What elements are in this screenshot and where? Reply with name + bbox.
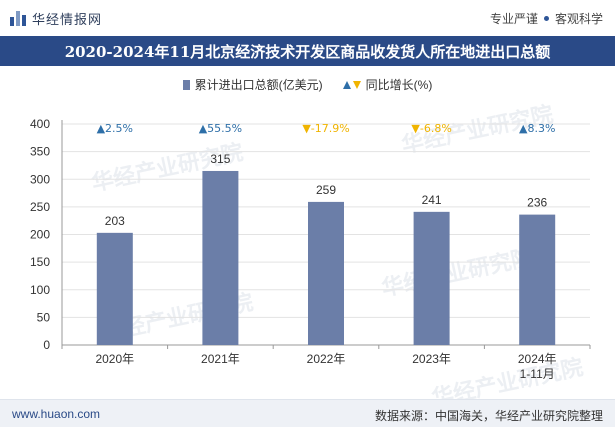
- bar-value-label: 241: [422, 193, 442, 207]
- bar-value-label: 259: [316, 183, 336, 197]
- y-tick-label: 150: [30, 255, 50, 269]
- bar-value-label: 203: [105, 214, 125, 228]
- y-tick-label: 400: [30, 117, 50, 131]
- bar: [413, 211, 450, 345]
- x-tick-label: 2022年: [307, 352, 346, 366]
- y-tick-label: 200: [30, 228, 50, 242]
- triangle-down-icon: [352, 80, 361, 89]
- footer-source: 数据来源：中国海关，华经产业研究院整理: [374, 409, 603, 423]
- y-tick-label: 300: [30, 172, 50, 186]
- growth-label: ▲8.3%: [519, 122, 555, 135]
- bar: [202, 170, 239, 345]
- legend-growth-label: 同比增长(%): [365, 78, 433, 92]
- y-tick-label: 350: [30, 145, 50, 159]
- bar: [308, 201, 344, 345]
- legend-bar-label: 累计进出口总额(亿美元): [194, 78, 323, 92]
- title-bar: 2020-2024年11月北京经济技术开发区商品收发货人所在地进出口总额: [0, 36, 615, 66]
- growth-label: ▼-17.9%: [302, 122, 349, 135]
- y-tick-label: 100: [30, 283, 50, 297]
- growth-label: ▲55.5%: [199, 122, 242, 135]
- brand-logo[interactable]: 华经情报网: [10, 9, 102, 28]
- bar-value-label: 236: [527, 196, 547, 210]
- bar-value-label: 315: [210, 152, 230, 166]
- legend-item-growth[interactable]: 同比增长(%): [342, 76, 433, 93]
- chart-legend: 累计进出口总额(亿美元) 同比增长(%): [0, 76, 615, 93]
- bar: [96, 232, 133, 345]
- y-tick-label: 250: [30, 200, 50, 214]
- footer-url[interactable]: www.huaon.com: [12, 407, 101, 421]
- x-tick-label: 2023年: [412, 352, 451, 366]
- dot-icon: [543, 16, 549, 21]
- legend-item-bars[interactable]: 累计进出口总额(亿美元): [182, 76, 323, 93]
- bar-chart: 0 50 100 150 200 250 300 350 400 203 ▲2.5% 2020年 315…: [30, 117, 591, 381]
- bar-swatch-icon: [182, 79, 190, 90]
- x-tick-label: 2024年: [518, 352, 557, 366]
- bar: [519, 214, 556, 345]
- y-tick-label: 50: [37, 310, 51, 324]
- slogan-left: 专业严谨: [489, 12, 538, 26]
- growth-label: ▼-6.8%: [411, 122, 451, 135]
- triangle-up-icon: [342, 80, 351, 89]
- slogan: 专业严谨 客观科学: [490, 10, 603, 27]
- brand-name: 华经情报网: [32, 12, 103, 27]
- x-tick-label: 2020年: [95, 352, 134, 366]
- footer: www.huaon.com 数据来源：中国海关，华经产业研究院整理: [0, 399, 615, 427]
- top-bar: 华经情报网 专业严谨 客观科学: [0, 0, 615, 36]
- bar-chart-icon: [10, 10, 26, 27]
- growth-label: ▲2.5%: [97, 122, 133, 135]
- chart-title: 2020-2024年11月北京经济技术开发区商品收发货人所在地进出口总额: [64, 42, 551, 61]
- x-tick-label: 1-11月: [520, 367, 555, 381]
- y-tick-label: 0: [43, 338, 50, 352]
- slogan-right: 客观科学: [554, 12, 603, 26]
- x-tick-label: 2021年: [201, 352, 240, 366]
